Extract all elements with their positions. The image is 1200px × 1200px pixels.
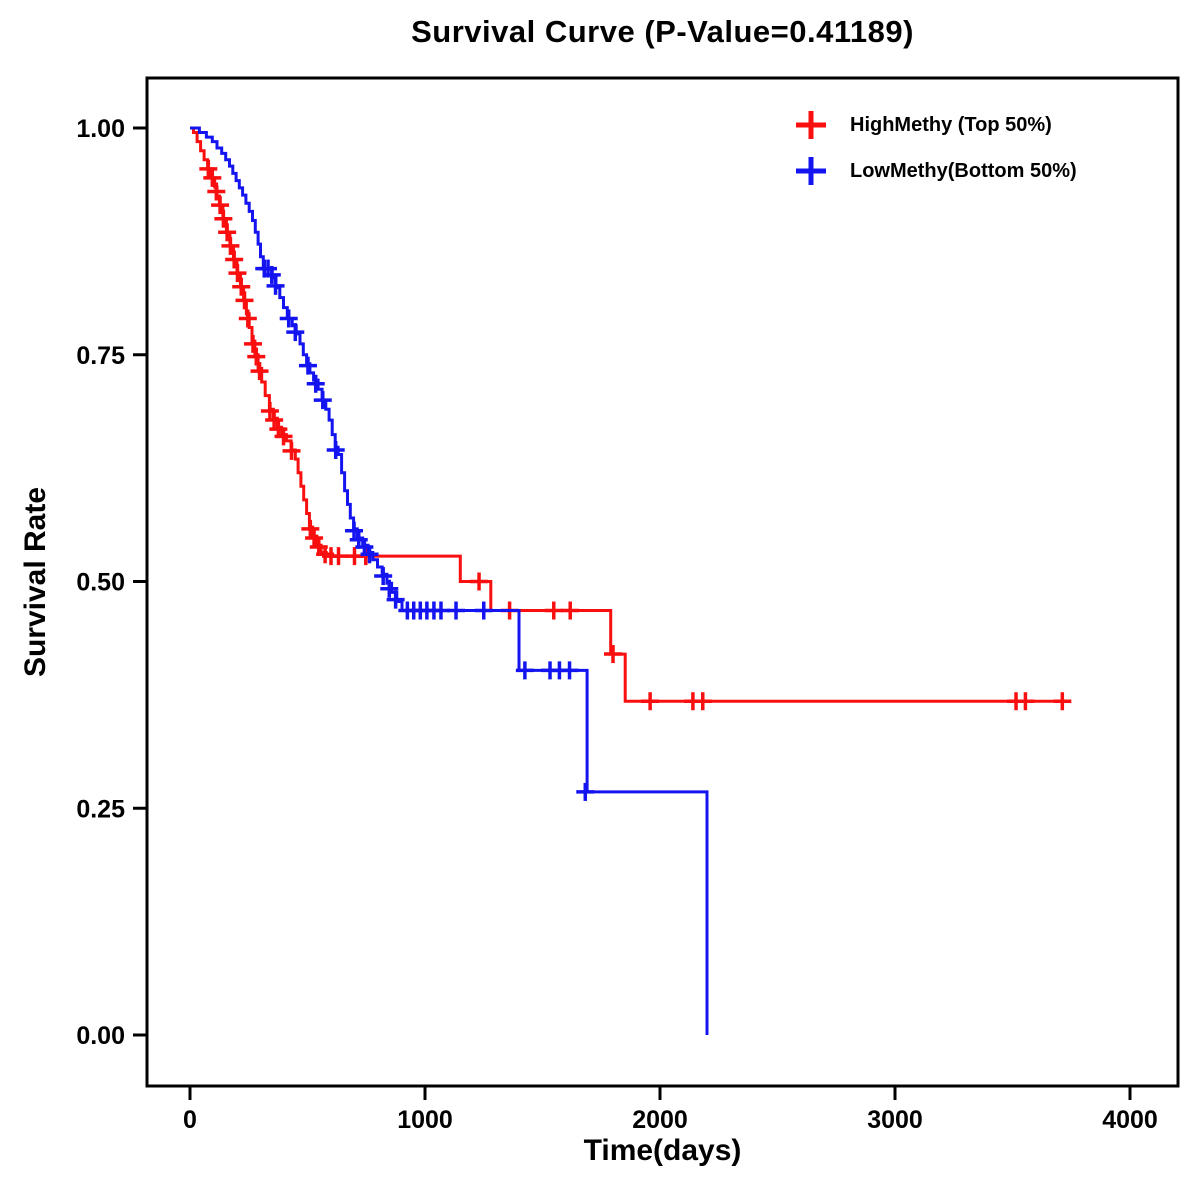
y-tick-label: 0.25: [76, 795, 125, 823]
legend-item-highmethy: HighMethy (Top 50%): [792, 110, 1077, 140]
plus-marker-blue-icon: [796, 157, 826, 185]
legend-label-highmethy: HighMethy (Top 50%): [850, 113, 1052, 136]
legend-item-lowmethy: LowMethy(Bottom 50%): [792, 156, 1077, 186]
y-axis-label: Survival Rate: [19, 486, 52, 678]
plot-border: [145, 76, 1180, 1088]
y-tick-label: 0.50: [76, 569, 125, 597]
y-tick-label: 1.00: [76, 115, 125, 143]
survival-curve: [190, 126, 1065, 703]
x-tick-label: 0: [183, 1106, 197, 1134]
x-tick-label: 1000: [397, 1106, 453, 1134]
x-tick-label: 3000: [867, 1106, 923, 1134]
survival-curve: [190, 126, 709, 1035]
y-tick-label: 0.00: [76, 1022, 125, 1050]
chart-title: Survival Curve (P-Value=0.41189): [411, 14, 914, 49]
y-tick-label: 0.75: [76, 342, 125, 370]
x-tick-label: 2000: [632, 1106, 688, 1134]
x-axis-label: Time(days): [583, 1134, 742, 1167]
x-tick-label: 4000: [1102, 1106, 1158, 1134]
legend: HighMethy (Top 50%) LowMethy(Bottom 50%): [792, 110, 1077, 186]
legend-label-lowmethy: LowMethy(Bottom 50%): [850, 159, 1077, 182]
plus-marker-red-icon: [796, 111, 826, 139]
